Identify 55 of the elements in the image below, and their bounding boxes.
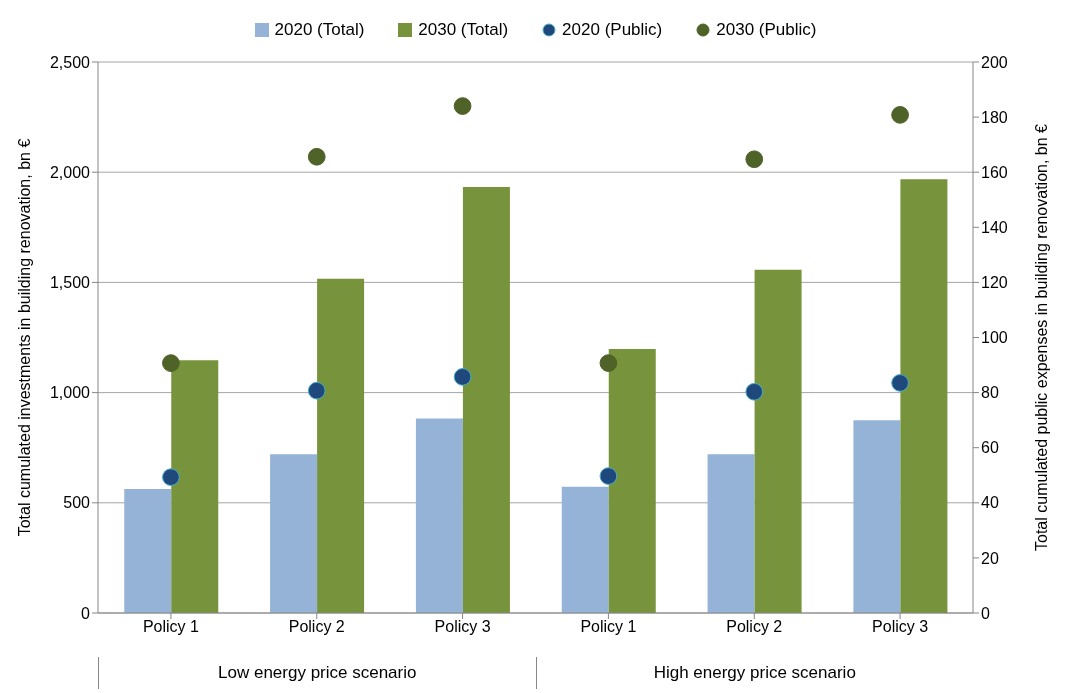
- point: [453, 368, 472, 386]
- y-tick-label: 1,000: [49, 384, 91, 402]
- y2-tick-label: 120: [981, 274, 1008, 292]
- bar: [754, 269, 802, 613]
- y-tick-label: 0: [81, 604, 91, 622]
- bar: [900, 179, 948, 613]
- y-tick-label: 1,500: [49, 274, 91, 292]
- y-tick-label: 2,500: [49, 53, 91, 71]
- text: Low energy price scenario: [98, 657, 536, 689]
- y2-tick-label: 200: [981, 53, 1008, 71]
- y2-tick-label: 80: [981, 384, 999, 402]
- x-tick-label: Policy 3: [872, 618, 929, 636]
- y2-tick-label: 40: [981, 494, 999, 512]
- point: [307, 147, 326, 166]
- bar: [171, 360, 219, 613]
- point: [745, 382, 764, 401]
- bar: [462, 186, 510, 613]
- bar: [561, 486, 609, 613]
- bar: [853, 420, 901, 613]
- y-axis-title: Total cumulated investments in building renovation, bn €: [16, 138, 33, 537]
- point: [599, 354, 618, 372]
- x-tick-label: Policy 2: [288, 618, 345, 636]
- bar: [707, 454, 755, 613]
- y-tick-label: 500: [63, 494, 91, 512]
- y-tick-label: 2,000: [49, 163, 91, 181]
- bar: [317, 278, 365, 613]
- bar: [608, 348, 656, 613]
- y2-tick-label: 160: [981, 163, 1008, 181]
- point: [453, 97, 472, 115]
- legend-label: 2030 (Total): [418, 20, 509, 40]
- y2-axis-title: Total cumulated public expenses in building renovation, bn €: [1033, 123, 1050, 551]
- point: [745, 150, 764, 169]
- bar: [415, 418, 463, 613]
- y2-tick-label: 20: [981, 549, 999, 567]
- bar: [270, 454, 318, 613]
- point: [891, 106, 909, 124]
- y2-tick-label: 140: [981, 218, 1008, 236]
- y2-tick-label: 100: [981, 329, 1008, 347]
- x-tick-label: Policy 1: [142, 618, 200, 636]
- legend-label: 2030 (Public): [716, 20, 817, 40]
- point: [891, 374, 909, 392]
- y2-tick-label: 180: [981, 108, 1008, 126]
- y2-tick-label: 60: [981, 439, 999, 457]
- x-tick-label: Policy 3: [434, 618, 491, 636]
- legend-label: 2020 (Total): [274, 20, 365, 40]
- bar: [124, 488, 172, 613]
- point: [162, 468, 180, 487]
- point: [307, 381, 326, 400]
- x-tick-label: Policy 1: [580, 618, 637, 636]
- x-tick-label: Policy 2: [726, 618, 783, 636]
- text: High energy price scenario: [535, 657, 973, 689]
- point: [162, 354, 180, 372]
- legend-label: 2020 (Public): [562, 20, 663, 40]
- y2-tick-label: 0: [981, 604, 990, 622]
- point: [599, 467, 618, 485]
